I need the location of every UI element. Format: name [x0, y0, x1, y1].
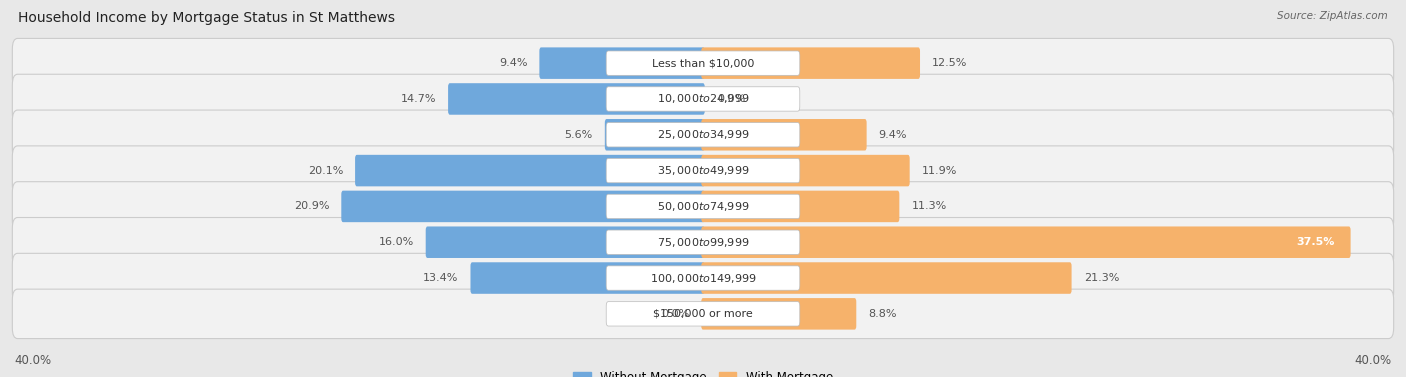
FancyBboxPatch shape [606, 158, 800, 183]
FancyBboxPatch shape [426, 227, 704, 258]
FancyBboxPatch shape [356, 155, 704, 186]
FancyBboxPatch shape [702, 119, 866, 150]
FancyBboxPatch shape [606, 230, 800, 254]
Text: 12.5%: 12.5% [932, 58, 967, 68]
FancyBboxPatch shape [13, 146, 1393, 195]
Legend: Without Mortgage, With Mortgage: Without Mortgage, With Mortgage [568, 366, 838, 377]
FancyBboxPatch shape [471, 262, 704, 294]
FancyBboxPatch shape [342, 191, 704, 222]
FancyBboxPatch shape [540, 48, 704, 79]
Text: 20.1%: 20.1% [308, 166, 343, 176]
Text: 8.8%: 8.8% [869, 309, 897, 319]
Text: 9.4%: 9.4% [879, 130, 907, 140]
Text: 5.6%: 5.6% [565, 130, 593, 140]
Text: $25,000 to $34,999: $25,000 to $34,999 [657, 128, 749, 141]
Text: 40.0%: 40.0% [14, 354, 51, 367]
FancyBboxPatch shape [702, 298, 856, 329]
FancyBboxPatch shape [606, 266, 800, 290]
Text: 20.9%: 20.9% [294, 201, 329, 211]
Text: $150,000 or more: $150,000 or more [654, 309, 752, 319]
FancyBboxPatch shape [13, 38, 1393, 88]
Text: Less than $10,000: Less than $10,000 [652, 58, 754, 68]
Text: 40.0%: 40.0% [1355, 354, 1392, 367]
FancyBboxPatch shape [606, 123, 800, 147]
FancyBboxPatch shape [702, 262, 1071, 294]
Text: 13.4%: 13.4% [423, 273, 458, 283]
FancyBboxPatch shape [606, 194, 800, 219]
Text: $10,000 to $24,999: $10,000 to $24,999 [657, 92, 749, 106]
FancyBboxPatch shape [13, 74, 1393, 124]
FancyBboxPatch shape [606, 302, 800, 326]
Text: 9.4%: 9.4% [499, 58, 527, 68]
Text: $35,000 to $49,999: $35,000 to $49,999 [657, 164, 749, 177]
FancyBboxPatch shape [605, 119, 704, 150]
Text: Household Income by Mortgage Status in St Matthews: Household Income by Mortgage Status in S… [18, 11, 395, 25]
Text: Source: ZipAtlas.com: Source: ZipAtlas.com [1277, 11, 1388, 21]
FancyBboxPatch shape [13, 182, 1393, 231]
FancyBboxPatch shape [702, 191, 900, 222]
FancyBboxPatch shape [702, 227, 1351, 258]
FancyBboxPatch shape [606, 87, 800, 111]
Text: 0.0%: 0.0% [717, 94, 745, 104]
FancyBboxPatch shape [13, 110, 1393, 159]
Text: 16.0%: 16.0% [378, 237, 413, 247]
FancyBboxPatch shape [606, 51, 800, 75]
Text: 14.7%: 14.7% [401, 94, 436, 104]
FancyBboxPatch shape [449, 83, 704, 115]
Text: 0.0%: 0.0% [661, 309, 689, 319]
Text: $75,000 to $99,999: $75,000 to $99,999 [657, 236, 749, 249]
FancyBboxPatch shape [702, 155, 910, 186]
Text: 11.9%: 11.9% [922, 166, 957, 176]
FancyBboxPatch shape [13, 289, 1393, 339]
FancyBboxPatch shape [702, 48, 920, 79]
Text: 11.3%: 11.3% [911, 201, 946, 211]
Text: 37.5%: 37.5% [1296, 237, 1336, 247]
Text: $50,000 to $74,999: $50,000 to $74,999 [657, 200, 749, 213]
FancyBboxPatch shape [13, 253, 1393, 303]
Text: 21.3%: 21.3% [1084, 273, 1119, 283]
FancyBboxPatch shape [13, 218, 1393, 267]
Text: $100,000 to $149,999: $100,000 to $149,999 [650, 271, 756, 285]
